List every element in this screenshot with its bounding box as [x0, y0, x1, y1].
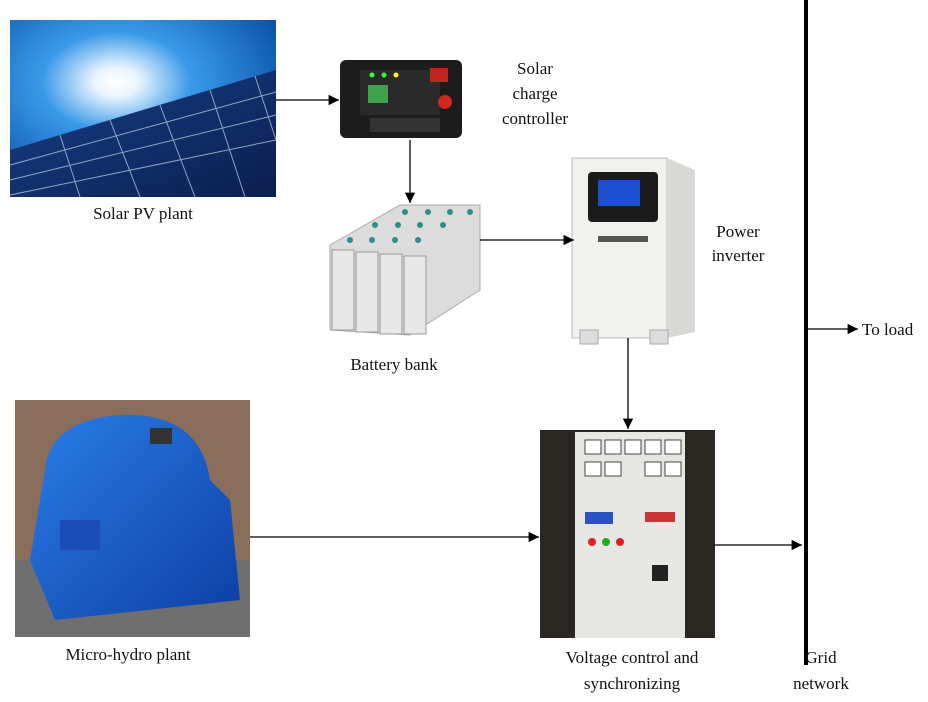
- node-label: charge: [513, 84, 558, 103]
- connectors: [250, 94, 858, 551]
- node-label: Voltage control and: [566, 648, 699, 667]
- control-panel-image: [540, 430, 715, 638]
- node-label: inverter: [712, 246, 765, 265]
- node-label: To load: [862, 320, 914, 339]
- node-label: Solar: [517, 59, 553, 78]
- charge-controller-image: [340, 60, 462, 138]
- node-label: Micro-hydro plant: [65, 645, 190, 664]
- node-label: synchronizing: [584, 674, 681, 693]
- node-label: controller: [502, 109, 568, 128]
- node-label: Battery bank: [350, 355, 438, 374]
- node-label: network: [793, 674, 849, 693]
- node-label: Grid: [805, 648, 837, 667]
- solar-pv-image: [9, 20, 277, 198]
- node-label: Power: [716, 222, 760, 241]
- micro-hydro-image: [15, 400, 250, 637]
- node-label: Solar PV plant: [93, 204, 193, 223]
- battery-bank-image: [329, 204, 481, 336]
- inverter-image: [571, 157, 695, 345]
